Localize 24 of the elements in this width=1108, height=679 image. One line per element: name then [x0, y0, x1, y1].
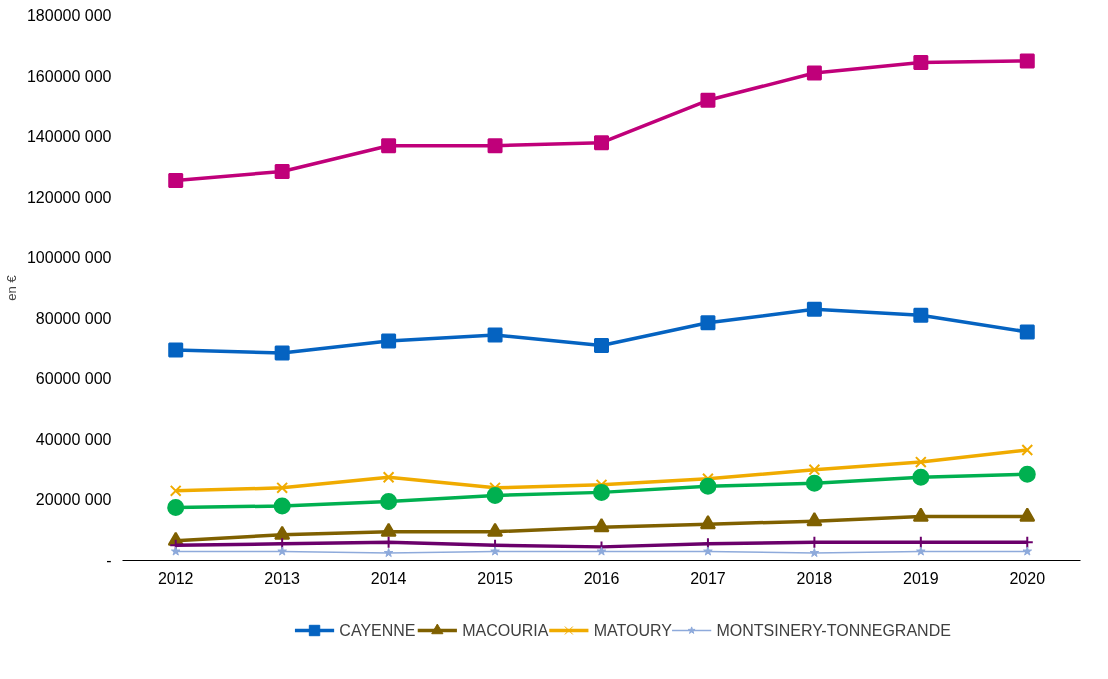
- x-tick-label: 2017: [690, 569, 726, 587]
- y-tick-label: 120000 000: [26, 188, 112, 206]
- x-tick-label: 2014: [370, 569, 407, 587]
- y-tick-label: 40000 000: [35, 430, 112, 448]
- x-tick-label: 2016: [583, 569, 620, 587]
- x-tick-label: 2015: [477, 569, 513, 587]
- x-tick-label: 2013: [264, 569, 301, 587]
- legend-label: MATOURY: [593, 622, 673, 639]
- x-tick-label: 2019: [903, 569, 939, 587]
- x-tick-label: 2018: [796, 569, 833, 587]
- y-axis-title: en €: [3, 274, 19, 301]
- legend-label: MONTSINERY-TONNEGRANDE: [716, 622, 951, 639]
- y-tick-label: 60000 000: [35, 370, 112, 388]
- legend-label: MACOURIA: [462, 622, 549, 639]
- x-tick-label: 2020: [1009, 569, 1046, 587]
- y-tick-label: -: [106, 552, 112, 569]
- y-tick-label: 140000 000: [26, 128, 112, 146]
- y-tick-label: 180000 000: [26, 7, 112, 24]
- legend-label: CAYENNE: [339, 622, 416, 639]
- y-tick-label: 100000 000: [26, 249, 112, 267]
- y-tick-label: 160000 000: [26, 67, 112, 85]
- x-tick-label: 2012: [157, 569, 194, 587]
- y-tick-label: 20000 000: [35, 491, 112, 509]
- y-tick-label: 80000 000: [35, 309, 112, 327]
